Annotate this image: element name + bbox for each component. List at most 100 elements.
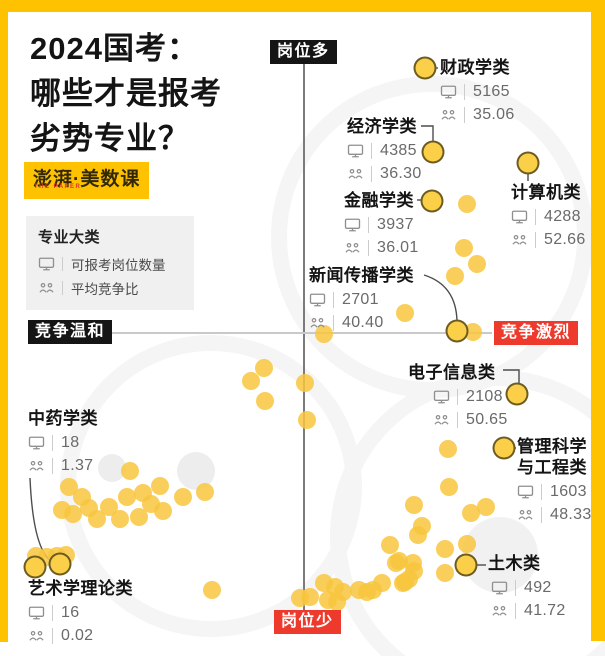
scatter-dot — [455, 239, 473, 257]
annotation-管理科学与工程类: 管理科学与工程类 1603 48.33 — [517, 436, 593, 524]
scatter-dot-labeled — [445, 319, 469, 343]
frame-top-bar — [0, 0, 605, 12]
stat-value: 40.40 — [342, 314, 384, 331]
annotation-电子信息类: 电子信息类 2108 50.65 — [408, 362, 508, 429]
people-icon — [29, 630, 44, 641]
people-icon — [345, 242, 360, 253]
scatter-dot — [242, 372, 260, 390]
stat-row: 16 — [28, 604, 133, 622]
scatter-dot — [381, 536, 399, 554]
monitor-icon — [28, 606, 45, 620]
scatter-dot — [436, 540, 454, 558]
stat-row: 0.02 — [28, 627, 133, 645]
stat-value: 0.02 — [61, 627, 94, 644]
people-icon — [348, 168, 363, 179]
people-icon — [492, 605, 507, 616]
scatter-dot — [405, 496, 423, 514]
scatter-dot — [462, 504, 480, 522]
scatter-dot — [409, 526, 427, 544]
major-name: 财政学类 — [440, 58, 510, 77]
stat-divider — [515, 603, 516, 619]
title-line-2: 哪些才是报考 — [30, 76, 222, 111]
major-name: 计算机类 — [511, 183, 581, 202]
scatter-dot — [196, 483, 214, 501]
people-icon — [310, 317, 325, 328]
scatter-dot — [80, 499, 98, 517]
stat-value: 18 — [61, 434, 80, 451]
stat-divider — [371, 143, 372, 159]
major-name: 电子信息类 — [408, 363, 496, 382]
axis-label-competition-fierce: 竞争激烈 — [494, 321, 579, 345]
major-name: 土木类 — [488, 554, 541, 573]
people-icon — [434, 414, 449, 425]
legend-item-ratio: 平均竞争比 — [38, 278, 182, 298]
annotation-艺术学理论类: 艺术学理论类 16 0.02 — [28, 578, 133, 645]
stat-row: 35.06 — [440, 106, 515, 124]
stat-value: 16 — [61, 604, 80, 621]
scatter-dot — [440, 478, 458, 496]
page-title: 2024国考： 哪些才是报考 劣势专业？ — [30, 26, 222, 161]
stat-divider — [368, 240, 369, 256]
stat-divider — [457, 389, 458, 405]
stat-row: 52.66 — [511, 231, 586, 249]
brand-logo-subtext: THE PAPER — [34, 184, 82, 190]
stat-row: 48.33 — [517, 506, 593, 524]
stat-row: 40.40 — [309, 314, 414, 332]
stat-divider — [535, 209, 536, 225]
scatter-dot — [298, 411, 316, 429]
stat-divider — [52, 605, 53, 621]
stat-value: 36.01 — [377, 239, 419, 256]
scatter-dot-labeled — [454, 553, 478, 577]
scatter-dot — [256, 392, 274, 410]
scatter-dot — [464, 323, 482, 341]
stat-divider — [333, 315, 334, 331]
stat-divider — [371, 166, 372, 182]
annotation-金融学类: 金融学类 3937 36.01 — [344, 190, 419, 257]
stat-value: 492 — [524, 579, 552, 596]
scatter-dot — [130, 508, 148, 526]
scatter-dot — [396, 304, 414, 322]
stat-divider — [515, 580, 516, 596]
major-name: 中药学类 — [28, 409, 98, 428]
legend-divider — [62, 257, 63, 271]
frame-left-bar — [0, 0, 8, 642]
frame-right-bar — [591, 0, 605, 641]
stat-divider — [52, 628, 53, 644]
scatter-dot — [64, 505, 82, 523]
scatter-dot — [328, 593, 346, 611]
monitor-icon — [344, 218, 361, 232]
axis-label-jobs-many: 岗位多 — [270, 40, 337, 64]
scatter-dot-labeled — [505, 382, 529, 406]
scatter-dot-labeled — [23, 555, 47, 579]
stat-value: 4385 — [380, 142, 417, 159]
people-icon — [441, 109, 456, 120]
scatter-dot — [118, 488, 136, 506]
legend-item-label: 平均竞争比 — [71, 282, 139, 297]
title-line-3: 劣势专业？ — [30, 121, 190, 156]
scatter-dot — [296, 374, 314, 392]
monitor-icon — [347, 144, 364, 158]
people-icon — [512, 234, 527, 245]
scatter-dot-labeled — [421, 140, 445, 164]
monitor-icon — [491, 581, 508, 595]
scatter-dot — [477, 498, 495, 516]
monitor-icon — [517, 485, 534, 499]
legend-box: 专业大类 可报考岗位数量 平均竞争比 — [26, 216, 194, 310]
stat-row: 18 — [28, 434, 98, 452]
annotation-新闻传播学类: 新闻传播学类 2701 40.40 — [309, 265, 414, 332]
axis-label-competition-mild: 竞争温和 — [28, 320, 113, 344]
stat-row: 41.72 — [491, 602, 566, 620]
major-name: 艺术学理论类 — [28, 579, 133, 598]
stat-row: 4288 — [511, 208, 586, 226]
stat-value: 3937 — [377, 216, 414, 233]
stat-value: 1603 — [550, 483, 587, 500]
stat-divider — [52, 458, 53, 474]
annotation-经济学类: 经济学类 4385 36.30 — [347, 116, 422, 183]
stat-row: 5165 — [440, 83, 515, 101]
stat-row: 1603 — [517, 483, 593, 501]
stat-row: 2701 — [309, 291, 414, 309]
stat-value: 41.72 — [524, 602, 566, 619]
scatter-dot — [142, 495, 160, 513]
